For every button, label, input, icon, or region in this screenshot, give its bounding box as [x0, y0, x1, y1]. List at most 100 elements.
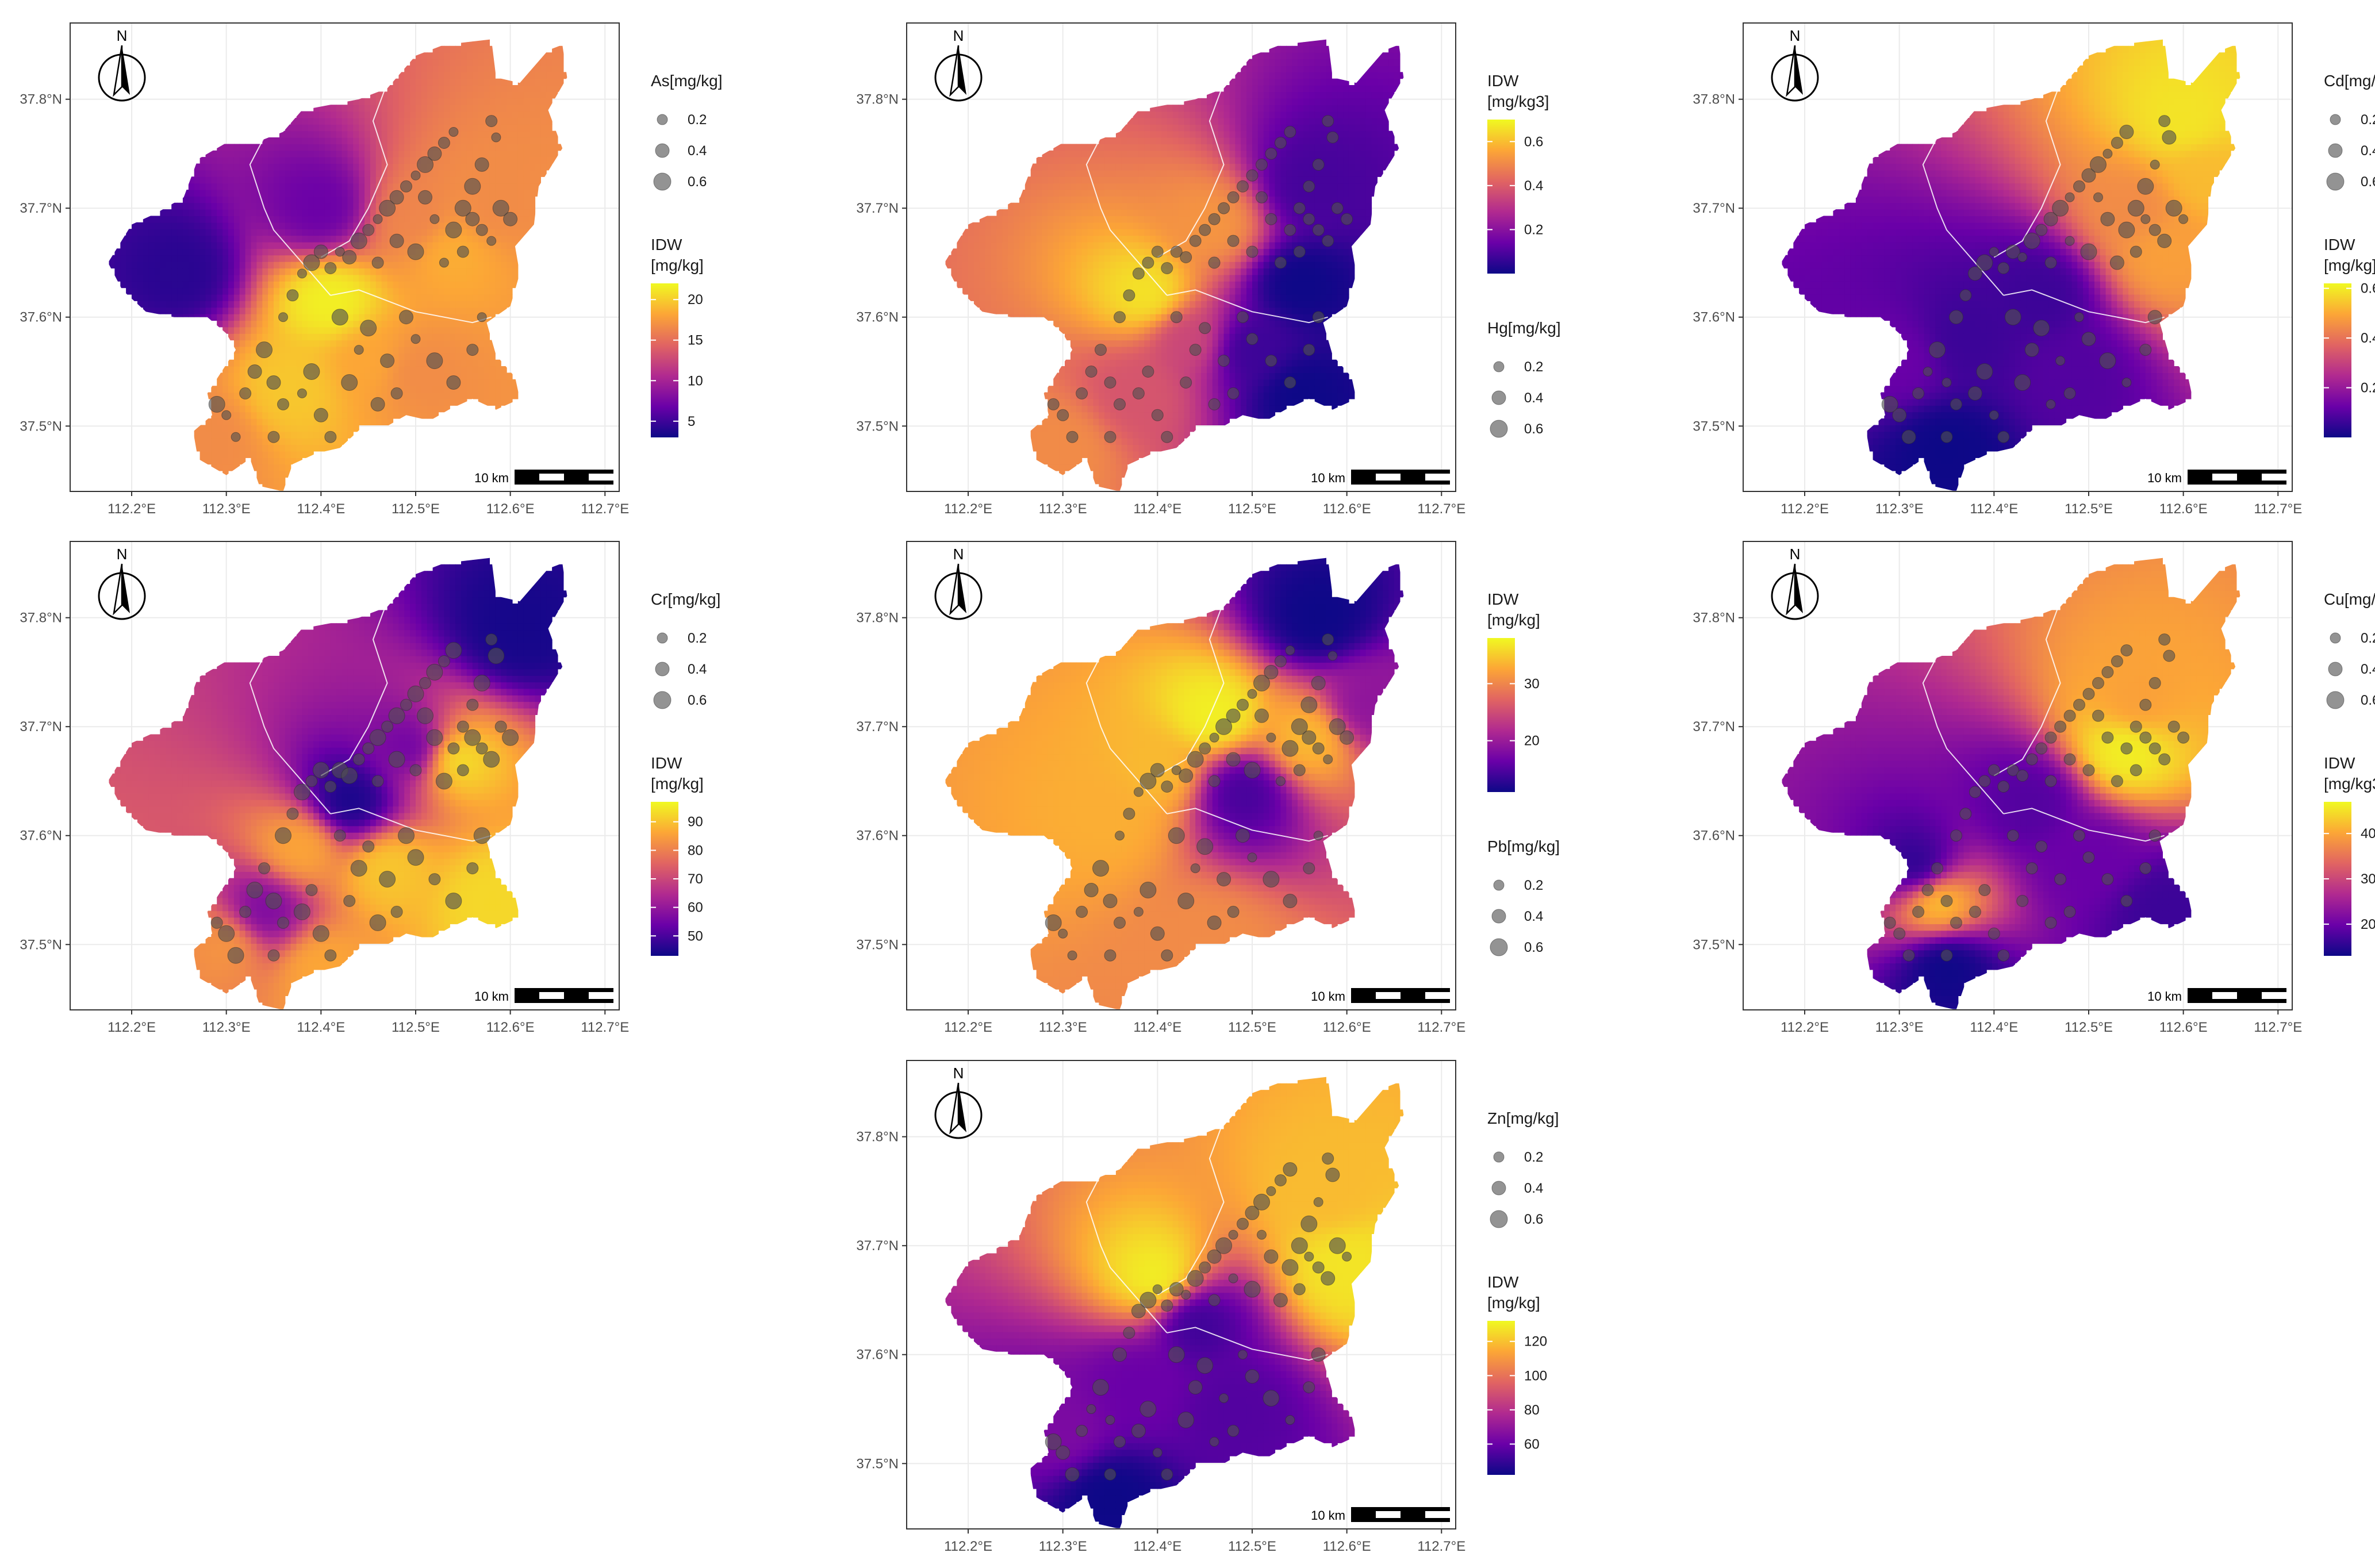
raster-cell — [296, 372, 302, 380]
raster-cell — [330, 425, 337, 432]
raster-cell — [1070, 359, 1077, 367]
raster-cell — [1138, 346, 1145, 353]
raster-cell — [222, 183, 229, 190]
raster-cell — [1093, 398, 1099, 406]
raster-cell — [166, 294, 172, 301]
raster-cell — [416, 366, 422, 373]
raster-cell — [211, 190, 217, 197]
raster-cell — [1167, 307, 1173, 314]
raster-cell — [466, 163, 473, 171]
raster-cell — [1172, 235, 1179, 243]
raster-cell — [313, 301, 320, 308]
raster-cell — [489, 222, 496, 229]
raster-cell — [444, 130, 450, 138]
raster-cell — [455, 45, 462, 53]
raster-cell — [951, 262, 957, 269]
raster-cell — [1093, 157, 1099, 164]
raster-cell — [1065, 379, 1071, 386]
raster-cell — [444, 65, 450, 72]
raster-cell — [126, 268, 132, 275]
raster-cell — [455, 301, 462, 308]
raster-cell — [455, 130, 462, 138]
raster-cell — [1133, 176, 1139, 184]
raster-cell — [148, 262, 155, 269]
raster-cell — [143, 216, 149, 223]
raster-cell — [1144, 150, 1150, 157]
raster-cell — [336, 229, 343, 236]
raster-cell — [472, 372, 479, 380]
raster-cell — [274, 353, 280, 360]
raster-cell — [381, 262, 388, 269]
raster-cell — [256, 229, 263, 236]
raster-cell — [359, 157, 365, 164]
raster-cell — [1138, 287, 1145, 295]
raster-cell — [205, 301, 212, 308]
raster-cell — [1121, 405, 1128, 413]
raster-cell — [985, 307, 992, 314]
raster-cell — [302, 163, 308, 171]
raster-cell — [262, 392, 268, 399]
raster-cell — [353, 117, 359, 125]
raster-cell — [1019, 301, 1026, 308]
raster-cell — [211, 209, 217, 217]
raster-cell — [1150, 105, 1156, 112]
raster-cell — [342, 366, 348, 373]
raster-cell — [370, 379, 377, 386]
raster-cell — [1127, 405, 1134, 413]
raster-cell — [461, 262, 467, 269]
raster-cell — [398, 216, 405, 223]
raster-cell — [393, 372, 399, 380]
raster-cell — [1178, 418, 1185, 425]
raster-cell — [233, 464, 240, 471]
raster-cell — [336, 425, 343, 432]
raster-cell — [507, 386, 513, 393]
raster-cell — [393, 294, 399, 301]
raster-cell — [421, 379, 428, 386]
raster-cell — [1087, 333, 1094, 341]
raster-cell — [432, 65, 439, 72]
raster-cell — [1087, 307, 1094, 314]
raster-cell — [529, 202, 536, 210]
raster-cell — [268, 176, 274, 184]
raster-cell — [421, 262, 428, 269]
raster-cell — [233, 170, 240, 177]
raster-cell — [1070, 458, 1077, 465]
raster-cell — [1076, 163, 1083, 171]
raster-cell — [290, 418, 297, 425]
raster-cell — [1161, 248, 1168, 256]
raster-cell — [410, 124, 416, 132]
raster-cell — [279, 477, 286, 485]
raster-cell — [148, 287, 155, 295]
raster-cell — [336, 333, 343, 341]
raster-cell — [404, 85, 410, 92]
size-legend-dot — [657, 114, 668, 125]
raster-cell — [381, 405, 388, 413]
raster-cell — [501, 85, 507, 92]
raster-cell — [1070, 287, 1077, 295]
raster-cell — [1133, 242, 1139, 249]
raster-cell — [432, 386, 439, 393]
raster-cell — [285, 431, 291, 439]
raster-cell — [148, 255, 155, 262]
raster-cell — [1184, 111, 1190, 118]
raster-cell — [199, 229, 206, 236]
raster-cell — [365, 405, 371, 413]
raster-cell — [1110, 464, 1116, 471]
raster-cell — [540, 130, 547, 138]
raster-cell — [342, 157, 348, 164]
raster-cell — [404, 117, 410, 125]
raster-cell — [353, 124, 359, 132]
raster-cell — [1087, 346, 1094, 353]
raster-cell — [416, 359, 422, 367]
raster-cell — [1138, 438, 1145, 445]
raster-cell — [160, 255, 166, 262]
raster-cell — [347, 111, 354, 118]
raster-cell — [427, 346, 433, 353]
raster-cell — [256, 255, 263, 262]
raster-cell — [979, 281, 986, 289]
raster-cell — [1121, 274, 1128, 282]
raster-cell — [1014, 235, 1020, 243]
raster-cell — [330, 157, 337, 164]
raster-cell — [957, 268, 963, 275]
raster-cell — [1167, 196, 1173, 203]
